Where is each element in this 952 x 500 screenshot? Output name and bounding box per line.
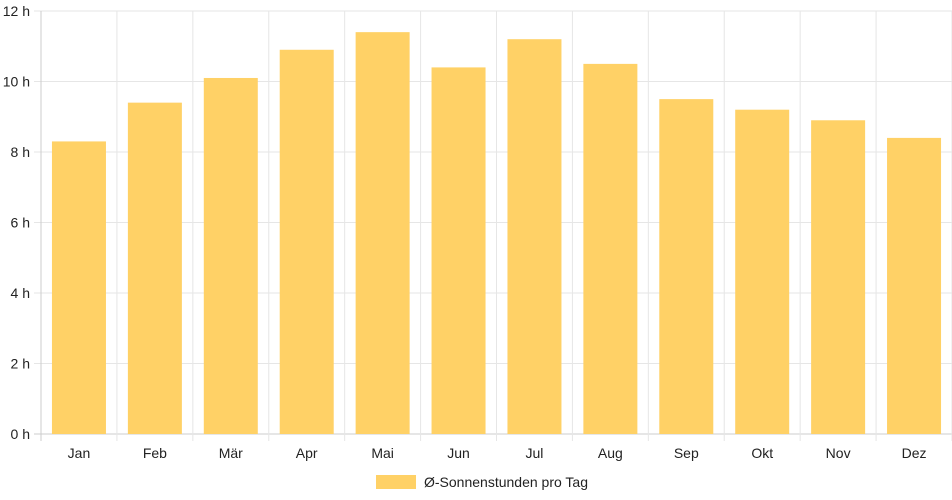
grid-lines (34, 10, 952, 441)
x-tick-label: Jun (447, 445, 470, 461)
bar-apr[interactable] (279, 49, 334, 435)
x-tick-label: Mär (219, 445, 243, 461)
bar-nov[interactable] (811, 120, 866, 435)
axes: 0 h 2 h 4 h 6 h 8 h 10 h 12 h Jan Feb Mär Apr Mai Ju… (3, 3, 927, 461)
y-tick-label: 6 h (11, 215, 30, 231)
y-tick-label: 0 h (11, 426, 30, 442)
bar-dez[interactable] (887, 137, 942, 434)
x-tick-label: Nov (826, 445, 851, 461)
bar-aug[interactable] (583, 63, 638, 434)
x-tick-label: Dez (902, 445, 927, 461)
y-tick-label: 12 h (3, 3, 30, 19)
x-tick-label: Jan (68, 445, 91, 461)
bar-jun[interactable] (431, 67, 486, 435)
bar-sep[interactable] (659, 99, 714, 434)
bar-mai[interactable] (355, 32, 410, 435)
x-tick-label: Sep (674, 445, 699, 461)
x-tick-label: Jul (526, 445, 544, 461)
bar-jan[interactable] (51, 141, 106, 435)
x-tick-label: Aug (598, 445, 623, 461)
bar-jul[interactable] (507, 39, 562, 434)
y-tick-label: 8 h (11, 144, 30, 160)
x-tick-label: Apr (296, 445, 318, 461)
y-tick-label: 4 h (11, 285, 30, 301)
x-tick-label: Okt (751, 445, 773, 461)
x-tick-label: Feb (143, 445, 167, 461)
legend-swatch (376, 475, 417, 489)
bar-okt[interactable] (735, 109, 790, 434)
legend[interactable]: Ø-Sonnenstunden pro Tag (376, 474, 588, 490)
bar-mär[interactable] (203, 77, 258, 434)
bar-feb[interactable] (127, 102, 182, 435)
y-tick-label: 10 h (3, 74, 30, 90)
bars (51, 32, 942, 435)
legend-label: Ø-Sonnenstunden pro Tag (424, 474, 588, 490)
y-tick-label: 2 h (11, 356, 30, 372)
x-tick-label: Mai (371, 445, 394, 461)
